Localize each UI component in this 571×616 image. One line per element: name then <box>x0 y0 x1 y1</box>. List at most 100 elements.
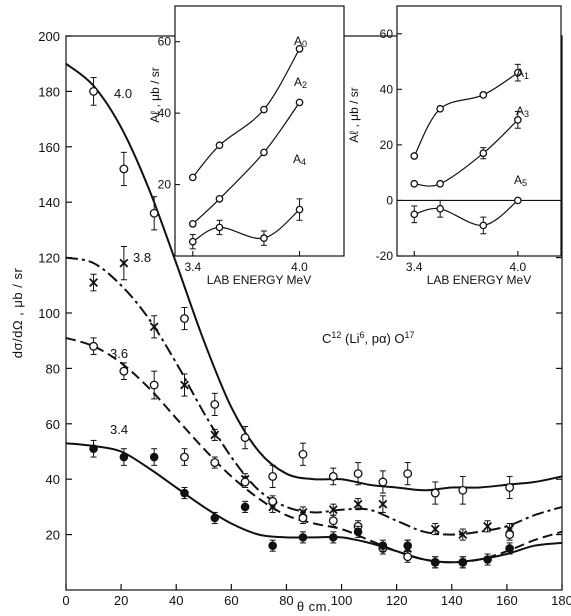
main-y-tick-label-140: 140 <box>38 195 60 210</box>
data-point-4.0-7 <box>298 449 308 459</box>
inset1-curve-A0 <box>192 48 301 178</box>
inset2-curve-A3 <box>414 119 519 187</box>
inset1-curve-A4 <box>192 209 300 243</box>
inset2-point-A3-3 <box>513 116 522 124</box>
data-point-3.6-14 <box>505 530 515 540</box>
inset1-point-A4-0 <box>188 237 197 246</box>
data-point-3.8-4-stroke-b <box>210 430 220 440</box>
data-point-3.8-1-stroke-b <box>119 258 129 268</box>
data-point-4.0-1 <box>119 164 129 174</box>
data-point-4.0-2 <box>149 208 159 218</box>
data-point-3.8-9 <box>353 499 363 509</box>
main-chart: 0 20 40 60 80 100 120 140 160 1802040608010012014… <box>10 29 571 614</box>
inset2-y-tick-label-60: 60 <box>380 27 394 41</box>
main-x-tick-label-0: 0 <box>62 593 69 608</box>
inset1-point-A0-2 <box>260 105 268 114</box>
data-point-3.8-12-stroke-b <box>430 524 440 534</box>
inset2-point-A3-2 <box>479 149 488 158</box>
inset-odd-coefficients: 3.4 4.0 -20 0 20 40 60 LAB ENERGY MeV Aℓ , μb … <box>347 5 562 287</box>
main-x-tick-label-20: 20 <box>114 593 128 608</box>
inset-1-data-points <box>188 45 304 250</box>
data-point-3.8-10-stroke-b <box>378 499 388 509</box>
data-point-3.6-6 <box>268 496 278 506</box>
main-y-tick-label-60: 60 <box>46 417 60 432</box>
data-point-3.8-13-stroke-b <box>458 530 468 540</box>
fit-curve-4.0 <box>65 62 563 492</box>
inset1-point-A0-1 <box>215 141 224 150</box>
data-point-3.4-0 <box>89 444 98 454</box>
data-point-3.6-4 <box>210 458 220 468</box>
data-point-3.4-12 <box>430 558 440 567</box>
inset1-point-A0-3 <box>295 45 304 53</box>
main-x-tick-label-140: 140 <box>441 593 463 608</box>
data-point-3.4-8 <box>328 533 338 542</box>
inset2-point-A1-2 <box>479 91 488 99</box>
data-point-3.8-0-stroke-b <box>89 278 98 287</box>
data-point-3.4-3 <box>180 488 189 498</box>
inset-1-frame <box>174 5 345 257</box>
inset1-y-tick-label-40: 40 <box>158 106 172 120</box>
data-point-3.4-10 <box>378 541 388 550</box>
inset1-x-tick-label-4.0: 4.0 <box>291 260 308 274</box>
data-point-3.8-1 <box>119 258 129 268</box>
inset2-x-tick-label-3.4: 3.4 <box>406 260 423 274</box>
inset2-point-A3-1 <box>436 179 445 188</box>
data-point-3.8-9-stroke-b <box>353 499 363 509</box>
data-point-3.8-14-stroke-b <box>483 521 493 531</box>
reaction-part-12: 12 <box>331 330 341 340</box>
main-fit-curves <box>65 62 563 564</box>
inset1-point-A2-1 <box>215 195 224 203</box>
inset-2-label-a3: A3 <box>516 104 529 119</box>
data-point-3.6-1 <box>119 366 129 376</box>
inset2-point-A5-2 <box>479 221 488 230</box>
series-label-3.8: 3.8 <box>133 250 151 265</box>
data-point-3.8-4 <box>210 430 220 440</box>
data-point-3.6-8 <box>328 516 338 526</box>
inset-1-label-a4: A4 <box>293 152 306 167</box>
inset-even-coefficients: 3.4 4.0 20 40 60 LAB ENERGY MeV Aℓ , μb / sr… <box>148 5 345 287</box>
data-point-4.0-14 <box>505 483 515 492</box>
data-point-3.6-11 <box>403 552 413 562</box>
main-x-tick-label-160: 160 <box>496 593 518 608</box>
inset-1-label-a2: A2 <box>294 75 307 90</box>
inset-2-curves <box>413 72 519 227</box>
data-point-3.6-3 <box>180 452 189 462</box>
data-point-4.0-11 <box>403 469 413 479</box>
inset-2-frame <box>396 5 562 257</box>
inset-2-label-a1: A1 <box>516 66 529 81</box>
main-y-axis-title: dσ/dΩ , μb / sr <box>10 268 25 359</box>
inset1-x-tick-label-3.4: 3.4 <box>184 260 201 274</box>
data-point-3.8-13 <box>458 530 468 540</box>
data-point-3.8-8-stroke-b <box>328 505 338 515</box>
data-point-3.4-6 <box>268 541 277 550</box>
inset-1-x-axis-title: LAB ENERGY MeV <box>207 273 311 287</box>
inset2-curve-A5 <box>414 199 519 227</box>
inset1-point-A2-2 <box>260 148 268 157</box>
main-x-tick-label-60: 60 <box>224 593 238 608</box>
inset2-point-A1-0 <box>410 152 419 160</box>
fit-curve-3.4 <box>65 442 563 564</box>
inset-1-curves <box>192 48 301 243</box>
main-data-points <box>89 77 515 569</box>
series-label-3.6: 3.6 <box>110 346 128 361</box>
inset2-y-tick-label-40: 40 <box>380 82 394 96</box>
data-point-3.4-7 <box>298 533 308 542</box>
inset2-point-A5-3 <box>513 196 522 205</box>
reaction-part-6: 6 <box>359 330 364 340</box>
data-point-4.0-4 <box>210 399 220 409</box>
data-point-4.0-0 <box>89 86 99 96</box>
inset-2-x-axis-title: LAB ENERGY MeV <box>427 273 531 287</box>
inset-2-data-points <box>410 63 522 235</box>
main-x-tick-label-40: 40 <box>169 593 183 608</box>
data-point-4.0-9 <box>353 469 363 479</box>
main-x-tick-label-80: 80 <box>279 593 293 608</box>
data-point-3.4-14 <box>483 555 492 564</box>
inset1-point-A4-2 <box>260 234 268 242</box>
main-x-tick-label-120: 120 <box>386 593 408 608</box>
data-point-3.4-4 <box>210 513 220 523</box>
main-y-tick-label-20: 20 <box>46 528 60 543</box>
data-point-3.4-15 <box>505 544 514 553</box>
inset2-point-A5-1 <box>436 204 445 213</box>
main-y-tick-label-120: 120 <box>38 251 60 266</box>
